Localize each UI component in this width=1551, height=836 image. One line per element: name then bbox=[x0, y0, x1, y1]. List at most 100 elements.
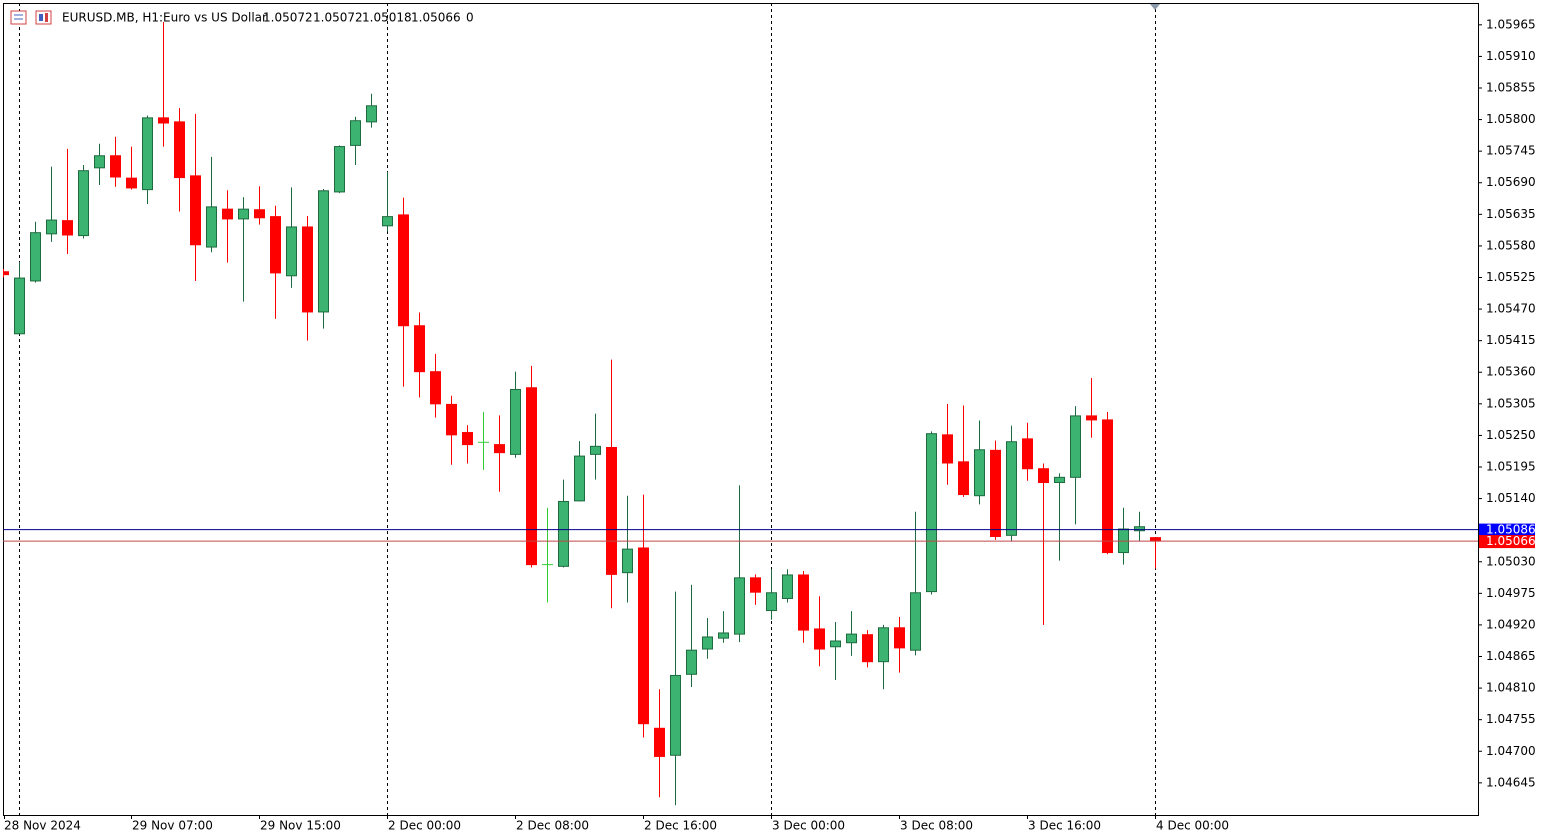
x-tick-label: 29 Nov 15:00 bbox=[260, 819, 341, 833]
candle-body bbox=[942, 434, 953, 464]
candle-body bbox=[510, 388, 521, 455]
icon bbox=[45, 13, 48, 22]
candle-body bbox=[206, 206, 217, 248]
y-tick-label: 1.04810 bbox=[1486, 681, 1536, 695]
candle-body bbox=[878, 627, 889, 663]
candle-body bbox=[766, 592, 777, 612]
y-tick-label: 1.05635 bbox=[1486, 207, 1536, 221]
y-tick-label: 1.05195 bbox=[1486, 460, 1536, 474]
y-tick-label: 1.05415 bbox=[1486, 333, 1536, 347]
candle-body bbox=[1022, 438, 1033, 470]
candle-body bbox=[110, 155, 121, 178]
candle-body bbox=[526, 387, 537, 566]
candle-body bbox=[494, 444, 505, 454]
icon[interactable] bbox=[35, 10, 52, 25]
x-tick-label: 28 Nov 2024 bbox=[4, 819, 81, 833]
candle-body bbox=[46, 219, 57, 235]
candle-body bbox=[78, 170, 89, 237]
candle-body bbox=[830, 640, 841, 648]
plot-frame bbox=[3, 3, 1479, 816]
y-tick-label: 1.04975 bbox=[1486, 586, 1536, 600]
candle-body bbox=[30, 232, 41, 282]
candle-body bbox=[366, 105, 377, 123]
description: Euro vs US Dollar bbox=[163, 11, 267, 25]
y-tick-label: 1.04645 bbox=[1486, 775, 1536, 789]
candle-body bbox=[174, 121, 185, 179]
candle-body bbox=[238, 208, 249, 220]
ohlc-close: 1.05066 bbox=[411, 11, 461, 25]
candle-body bbox=[414, 325, 425, 373]
candle-body bbox=[254, 209, 265, 219]
y-tick-label: 1.05965 bbox=[1486, 17, 1536, 31]
candle-body bbox=[430, 371, 441, 405]
candle-body bbox=[3, 271, 9, 276]
candle-body bbox=[1054, 476, 1065, 484]
candle-body bbox=[990, 449, 1001, 537]
candle-body bbox=[814, 628, 825, 650]
x-tick-label: 29 Nov 07:00 bbox=[132, 819, 213, 833]
candle-body bbox=[94, 155, 105, 169]
candle-body bbox=[974, 449, 985, 497]
candle-body bbox=[1134, 526, 1145, 532]
candle-body bbox=[654, 727, 665, 757]
candle-body bbox=[622, 548, 633, 574]
candle-body bbox=[574, 455, 585, 502]
y-tick-label: 1.05305 bbox=[1486, 396, 1536, 410]
y-tick-label: 1.05745 bbox=[1486, 144, 1536, 158]
candle-body bbox=[350, 120, 361, 146]
x-tick-label: 3 Dec 16:00 bbox=[1028, 819, 1101, 833]
candle-body bbox=[270, 216, 281, 274]
x-tick-label: 3 Dec 08:00 bbox=[900, 819, 973, 833]
y-tick-label: 1.05140 bbox=[1486, 491, 1536, 505]
candle-body bbox=[190, 175, 201, 246]
icon bbox=[39, 14, 43, 21]
symbol: EURUSD.MB, H1: bbox=[62, 11, 163, 25]
candle-body bbox=[750, 577, 761, 593]
header-extra: 0 bbox=[466, 11, 474, 25]
toolbar-icons[interactable] bbox=[10, 10, 52, 25]
x-tick-label: 4 Dec 00:00 bbox=[1156, 819, 1229, 833]
candle-body bbox=[798, 574, 809, 631]
candle-body bbox=[1070, 415, 1081, 478]
candle-body bbox=[14, 277, 25, 335]
candle-body bbox=[398, 214, 409, 327]
y-tick-label: 1.04920 bbox=[1486, 617, 1536, 631]
y-tick-label: 1.04755 bbox=[1486, 712, 1536, 726]
shift-marker bbox=[1150, 4, 1160, 10]
candle-body bbox=[382, 216, 393, 227]
candle-body bbox=[718, 632, 729, 639]
y-tick-label: 1.04700 bbox=[1486, 744, 1536, 758]
y-tick-label: 1.05525 bbox=[1486, 270, 1536, 284]
candle-body bbox=[894, 627, 905, 649]
y-tick-label: 1.05250 bbox=[1486, 428, 1536, 442]
candle-body bbox=[1102, 419, 1113, 554]
y-tick-label: 1.05690 bbox=[1486, 175, 1536, 189]
ohlc-low: 1.05018 bbox=[362, 11, 412, 25]
y-tick-label: 1.05800 bbox=[1486, 112, 1536, 126]
candle-body bbox=[846, 633, 857, 644]
ohlc-high: 1.05072 bbox=[313, 11, 363, 25]
bid-label: 1.05066 bbox=[1486, 534, 1536, 548]
ask-label-box bbox=[1479, 523, 1535, 537]
candle-body bbox=[638, 547, 649, 725]
y-tick-label: 1.05360 bbox=[1486, 365, 1536, 379]
icon[interactable] bbox=[10, 10, 27, 25]
x-tick-label: 2 Dec 08:00 bbox=[516, 819, 589, 833]
candle-body bbox=[126, 177, 137, 189]
y-tick-label: 1.05580 bbox=[1486, 238, 1536, 252]
candle-body bbox=[142, 117, 153, 191]
y-tick-label: 1.05470 bbox=[1486, 302, 1536, 316]
candle-body bbox=[926, 433, 937, 593]
candle-body bbox=[462, 432, 473, 446]
x-tick-label: 2 Dec 16:00 bbox=[644, 819, 717, 833]
candle-body bbox=[302, 226, 313, 313]
candle-body bbox=[606, 446, 617, 575]
candle-body bbox=[862, 634, 873, 663]
plot-area bbox=[3, 3, 1478, 815]
candle-body bbox=[446, 403, 457, 436]
candle-body bbox=[782, 574, 793, 600]
candle-body bbox=[62, 220, 73, 236]
candle-body bbox=[1006, 441, 1017, 536]
candle-body bbox=[1038, 468, 1049, 484]
